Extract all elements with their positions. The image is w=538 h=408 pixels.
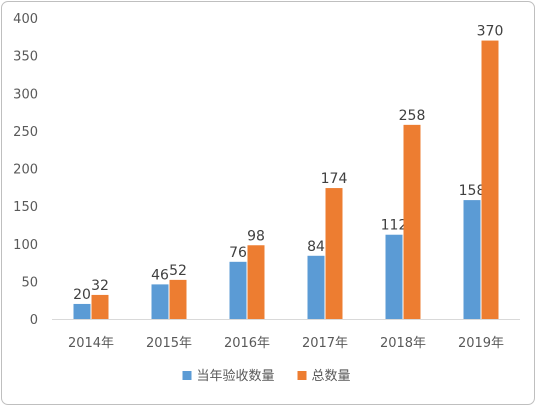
y-tick-label: 200 bbox=[13, 163, 38, 178]
y-tick-label: 0 bbox=[30, 313, 38, 328]
bar bbox=[229, 261, 247, 319]
data-label: 370 bbox=[477, 24, 504, 40]
data-label: 174 bbox=[321, 171, 348, 187]
data-label: 76 bbox=[229, 245, 247, 261]
x-axis: 2014年 2015年 2016年 2017年 2018年 2019年 bbox=[68, 336, 504, 351]
y-tick-label: 300 bbox=[13, 87, 38, 102]
x-tick-label: 2015年 bbox=[146, 336, 192, 351]
y-axis: 0 50 100 150 200 250 300 350 400 bbox=[13, 12, 38, 328]
y-tick-label: 250 bbox=[13, 125, 38, 140]
legend-swatch bbox=[182, 371, 192, 380]
legend-label: 当年验收数量 bbox=[197, 368, 275, 384]
data-label: 84 bbox=[307, 239, 325, 255]
data-label: 52 bbox=[169, 263, 187, 279]
y-tick-label: 350 bbox=[13, 50, 38, 65]
data-label: 32 bbox=[91, 278, 109, 294]
bar bbox=[169, 279, 187, 319]
bar bbox=[91, 294, 109, 319]
x-tick-label: 2014年 bbox=[68, 336, 114, 351]
bar bbox=[403, 124, 421, 319]
y-tick-label: 50 bbox=[21, 275, 38, 290]
bar bbox=[463, 200, 481, 319]
bar bbox=[73, 303, 91, 319]
bar bbox=[481, 40, 499, 319]
data-label: 158 bbox=[459, 183, 486, 199]
x-tick-label: 2017年 bbox=[302, 336, 348, 351]
data-label: 258 bbox=[399, 108, 426, 124]
x-tick-label: 2019年 bbox=[458, 336, 504, 351]
data-label: 46 bbox=[151, 267, 169, 283]
legend-label: 总数量 bbox=[312, 369, 351, 384]
data-label: 20 bbox=[73, 287, 91, 303]
bar bbox=[325, 188, 343, 319]
legend-swatch bbox=[297, 371, 307, 380]
y-tick-label: 400 bbox=[13, 12, 38, 27]
x-tick-label: 2018年 bbox=[380, 336, 426, 351]
bar bbox=[151, 284, 169, 319]
bar bbox=[307, 255, 325, 319]
x-tick-label: 2016年 bbox=[224, 336, 270, 351]
y-tick-label: 150 bbox=[13, 200, 38, 215]
y-tick-label: 100 bbox=[13, 238, 38, 253]
data-label: 112 bbox=[381, 218, 408, 234]
bar bbox=[385, 234, 403, 319]
bar bbox=[247, 245, 265, 319]
legend: 当年验收数量 总数量 bbox=[182, 368, 351, 384]
data-label: 98 bbox=[247, 228, 265, 244]
